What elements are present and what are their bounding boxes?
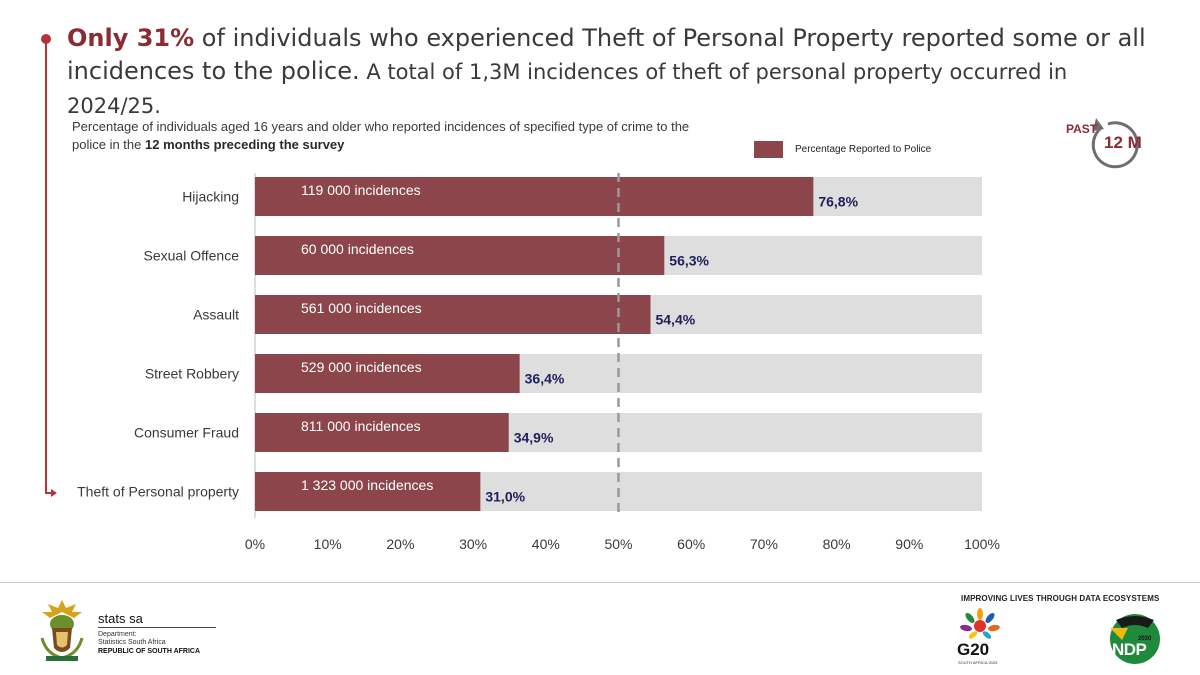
- x-tick-label: 0%: [245, 536, 265, 552]
- x-tick-label: 90%: [895, 536, 923, 552]
- x-tick-label: 80%: [823, 536, 851, 552]
- incidence-label: 529 000 incidences: [301, 359, 422, 375]
- bar: [255, 236, 665, 275]
- past-label: PAST: [1066, 122, 1098, 136]
- x-tick-label: 50%: [604, 536, 632, 552]
- headline-lead: of individuals who experienced Theft of …: [67, 24, 1146, 85]
- incidence-label: 60 000 incidences: [301, 241, 414, 257]
- g20-text: G20: [957, 640, 990, 659]
- x-tick-label: 10%: [314, 536, 342, 552]
- timeline-dot: [41, 34, 51, 44]
- incidence-label: 119 000 incidences: [301, 182, 421, 198]
- legend-swatch: [754, 141, 783, 158]
- category-label: Sexual Offence: [144, 248, 240, 264]
- incidence-label: 561 000 incidences: [301, 300, 422, 316]
- ndp-logo: [1110, 614, 1160, 664]
- value-label: 31,0%: [485, 489, 525, 505]
- category-label: Theft of Personal property: [77, 484, 239, 500]
- subtitle-text: Percentage of individuals aged 16 years …: [72, 119, 690, 152]
- x-tick-label: 20%: [386, 536, 414, 552]
- coat-of-arms-logo: [40, 600, 84, 661]
- chart-legend: Percentage Reported to Police: [754, 141, 931, 158]
- tagline: IMPROVING LIVES THROUGH DATA ECOSYSTEMS: [961, 594, 1160, 603]
- bar: [255, 354, 520, 393]
- footer-divider: [0, 582, 1200, 583]
- org-name: stats sa: [98, 611, 143, 626]
- g20-subtext: SOUTH AFRICA 2025: [958, 660, 998, 665]
- timeline-arrow-icon: [51, 489, 57, 497]
- value-label: 54,4%: [655, 312, 695, 328]
- bar: [255, 472, 481, 511]
- category-label: Consumer Fraud: [134, 425, 239, 441]
- g20-flower-logo: [960, 608, 1000, 639]
- chart-subtitle: Percentage of individuals aged 16 years …: [72, 118, 712, 154]
- x-tick-label: 100%: [964, 536, 1000, 552]
- headline-accent: Only 31%: [67, 24, 195, 52]
- category-label: Assault: [193, 307, 239, 323]
- ndp-year: 2030: [1138, 636, 1152, 642]
- org-dept-line1: Department:: [98, 631, 137, 638]
- timeline-line: [45, 42, 47, 494]
- x-tick-label: 70%: [750, 536, 778, 552]
- headline-rest: A total of 1,3M incidences of theft of p…: [67, 60, 1068, 118]
- value-label: 36,4%: [525, 371, 565, 387]
- bar: [255, 295, 651, 334]
- x-tick-label: 30%: [459, 536, 487, 552]
- org-dept-line2: Statistics South Africa: [98, 639, 166, 646]
- headline: Only 31% of individuals who experienced …: [67, 22, 1147, 123]
- incidence-label: 1 323 000 incidences: [301, 477, 433, 493]
- legend-label: Percentage Reported to Police: [795, 144, 932, 155]
- org-department: Department: Statistics South Africa: [98, 631, 166, 647]
- x-tick-label: 40%: [532, 536, 560, 552]
- bar-chart: Hijacking 119 000 incidences 76,8% Sexual O…: [77, 173, 1000, 552]
- bar: [255, 177, 814, 216]
- x-tick-label: 60%: [677, 536, 705, 552]
- value-label: 76,8%: [818, 194, 858, 210]
- category-label: Street Robbery: [145, 366, 239, 382]
- category-label: Hijacking: [182, 189, 239, 205]
- org-country: REPUBLIC OF SOUTH AFRICA: [98, 648, 201, 655]
- incidence-label: 811 000 incidences: [301, 418, 421, 434]
- timeline-hook: [45, 492, 53, 494]
- past-12-months-badge: PAST 12 M: [1058, 112, 1158, 172]
- bar: [255, 413, 509, 452]
- value-label: 56,3%: [669, 253, 709, 269]
- circular-arrow-icon: [1091, 118, 1139, 169]
- org-divider: [98, 627, 216, 628]
- past-value: 12 M: [1104, 133, 1142, 152]
- value-label: 34,9%: [514, 430, 554, 446]
- ndp-text: NDP: [1112, 640, 1147, 659]
- subtitle-bold: 12 months preceding the survey: [145, 137, 345, 152]
